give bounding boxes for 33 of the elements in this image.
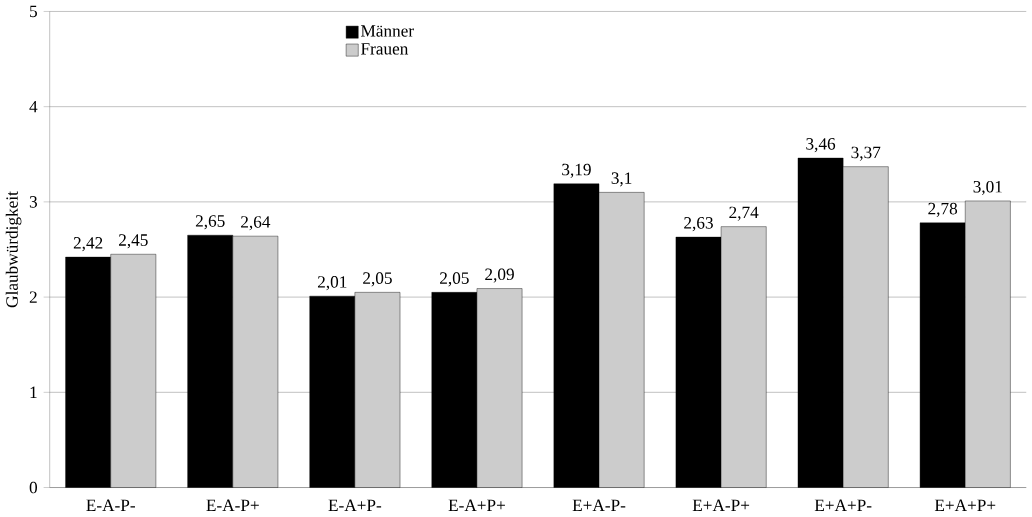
legend-label: Männer (361, 25, 414, 37)
y-tick-label: 0 (29, 481, 38, 494)
data-label: 3,46 (806, 138, 836, 153)
data-label: 2,65 (195, 215, 225, 230)
data-label: 3,01 (973, 181, 1002, 196)
y-tick-label: 3 (29, 196, 37, 208)
data-label: 2,01 (317, 276, 347, 291)
data-label: 2,05 (440, 272, 469, 287)
x-tick-label: E-A+P+ (448, 499, 505, 512)
y-axis-title: Glaubwürdigkeit (5, 191, 22, 308)
x-tick-label: E-A-P+ (206, 499, 259, 512)
data-label: 2,05 (363, 272, 392, 287)
data-label: 2,42 (73, 237, 103, 252)
data-label: 2,74 (729, 206, 759, 221)
data-label: 3,37 (851, 146, 881, 161)
data-label: 2,78 (928, 202, 958, 218)
y-tick-label: 5 (30, 5, 37, 18)
y-tick-label: 1 (30, 386, 37, 399)
data-label: 2,09 (485, 268, 514, 283)
x-tick-label: E+A+P- (814, 499, 872, 512)
x-tick-label: E+A+P+ (934, 499, 996, 512)
y-tick-label: 4 (29, 101, 38, 113)
data-label: 3,1 (611, 172, 632, 187)
x-tick-label: E+A-P- (572, 499, 626, 512)
x-tick-label: E-A+P- (328, 499, 382, 512)
data-label: 2,64 (241, 216, 271, 231)
x-tick-label: E+A-P+ (692, 499, 750, 512)
data-label: 2,63 (684, 217, 713, 232)
data-label: 2,45 (119, 234, 148, 249)
x-tick-label: E-A-P- (86, 499, 135, 512)
y-tick-label: 2 (29, 291, 37, 303)
legend-label: Frauen (361, 43, 409, 55)
data-label: 3,19 (562, 163, 591, 179)
